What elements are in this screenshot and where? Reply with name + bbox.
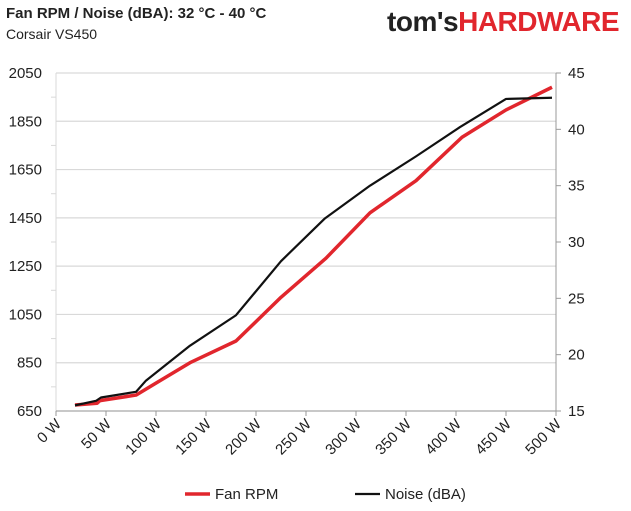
- x-tick-label: 350 W: [372, 415, 415, 458]
- y-left-tick-label: 1650: [9, 162, 42, 179]
- x-tick-label: 250 W: [272, 415, 315, 458]
- y-right-tick-label: 40: [568, 121, 585, 138]
- logo-part-hardware: HARDWARE: [458, 6, 619, 37]
- y-right-tick-label: 30: [568, 234, 585, 251]
- x-tick-label: 150 W: [172, 415, 215, 458]
- y-right-tick-label: 45: [568, 65, 585, 82]
- y-right-tick-label: 25: [568, 290, 585, 307]
- x-tick-label: 50 W: [78, 415, 115, 452]
- y-left-tick-label: 1050: [9, 306, 42, 323]
- x-tick-label: 400 W: [422, 415, 465, 458]
- legend-label: Fan RPM: [215, 486, 278, 503]
- y-left-tick-label: 850: [17, 355, 42, 372]
- y-left-tick-label: 1450: [9, 210, 42, 227]
- y-left-tick-label: 1250: [9, 258, 42, 275]
- chart-subtitle: Corsair VS450: [6, 26, 98, 42]
- series-line-fan-rpm: [74, 85, 553, 407]
- toms-hardware-logo: tom'sHARDWARE: [387, 6, 619, 38]
- y-right-tick-label: 20: [568, 347, 585, 364]
- y-right-tick-label: 15: [568, 403, 585, 420]
- y-right-tick-label: 35: [568, 178, 585, 195]
- x-tick-label: 200 W: [222, 415, 265, 458]
- y-left-tick-label: 1850: [9, 113, 42, 130]
- chart-title: Fan RPM / Noise (dBA): 32 °C - 40 °C: [6, 5, 267, 22]
- x-tick-label: 450 W: [472, 415, 515, 458]
- y-left-tick-label: 650: [17, 403, 42, 420]
- x-tick-label: 500 W: [522, 415, 565, 458]
- y-left-tick-label: 2050: [9, 65, 42, 82]
- x-tick-label: 100 W: [122, 415, 165, 458]
- legend-label: Noise (dBA): [385, 486, 466, 503]
- x-tick-label: 300 W: [322, 415, 365, 458]
- logo-part-toms: tom's: [387, 6, 459, 37]
- series-line-noise: [74, 96, 553, 407]
